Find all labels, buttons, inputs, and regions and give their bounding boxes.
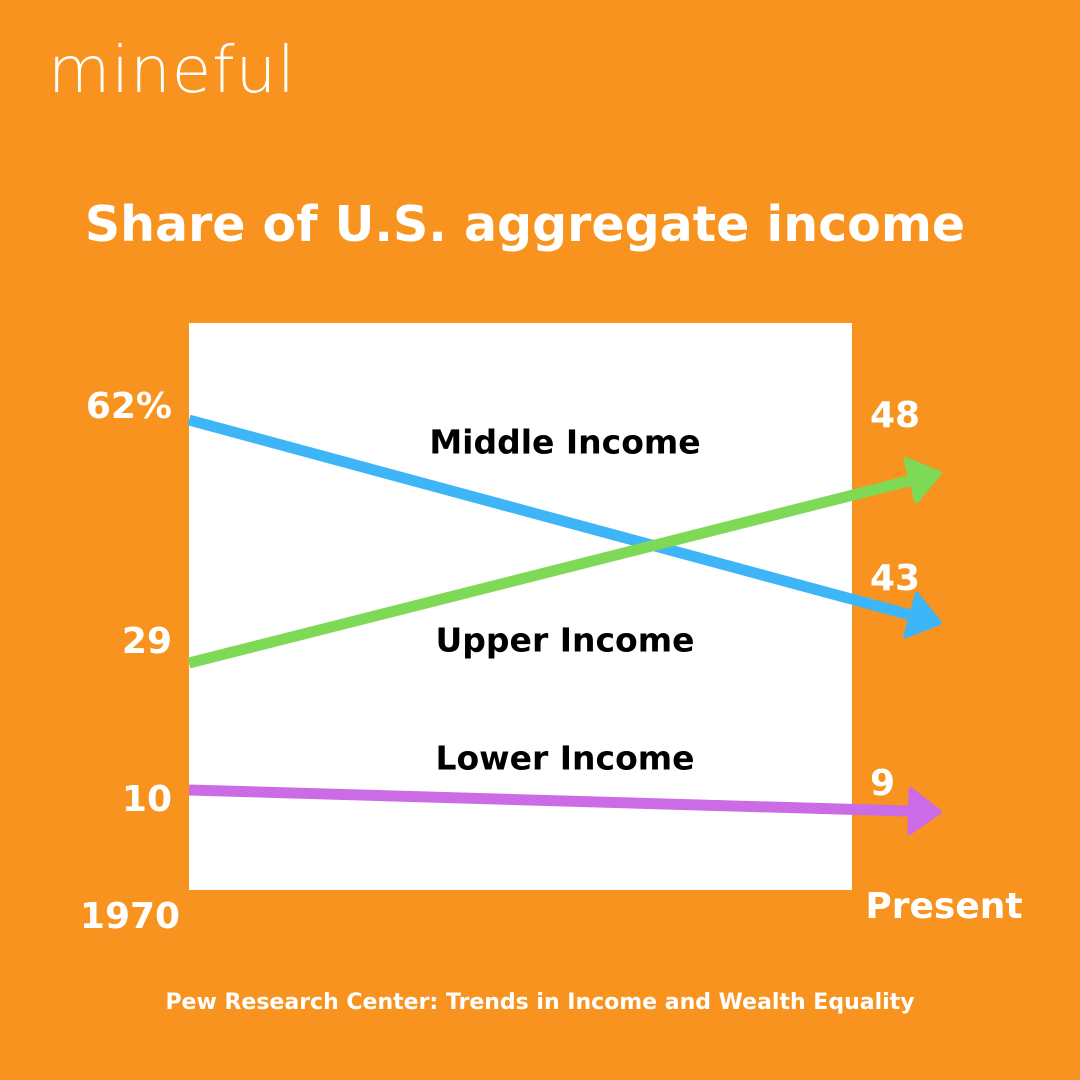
series-arrowhead-upper-income	[903, 457, 942, 504]
start-value-label-middle-income: 62%	[86, 386, 172, 427]
series-name-label-upper-income: Upper Income	[436, 621, 695, 660]
series-name-label-lower-income: Lower Income	[435, 739, 694, 778]
end-value-label-upper-income: 48	[870, 395, 920, 436]
series-line-middle-income	[187, 414, 913, 621]
series-arrowhead-middle-income	[903, 591, 942, 639]
start-value-label-upper-income: 29	[122, 621, 172, 662]
series-arrowhead-lower-income	[907, 787, 942, 836]
source-citation: Pew Research Center: Trends in Income an…	[165, 990, 915, 1015]
end-value-label-lower-income: 9	[870, 763, 895, 804]
brand-logo: mineful	[48, 34, 296, 108]
chart-title: Share of U.S. aggregate income	[84, 196, 966, 253]
x-tick-label-end: Present	[865, 886, 1022, 927]
x-tick-label-start: 1970	[80, 896, 180, 937]
series-name-label-middle-income: Middle Income	[429, 423, 700, 462]
series-line-lower-income	[188, 784, 911, 817]
series-line-upper-income	[187, 475, 913, 669]
start-value-label-lower-income: 10	[122, 779, 172, 820]
end-value-label-middle-income: 43	[870, 558, 920, 599]
